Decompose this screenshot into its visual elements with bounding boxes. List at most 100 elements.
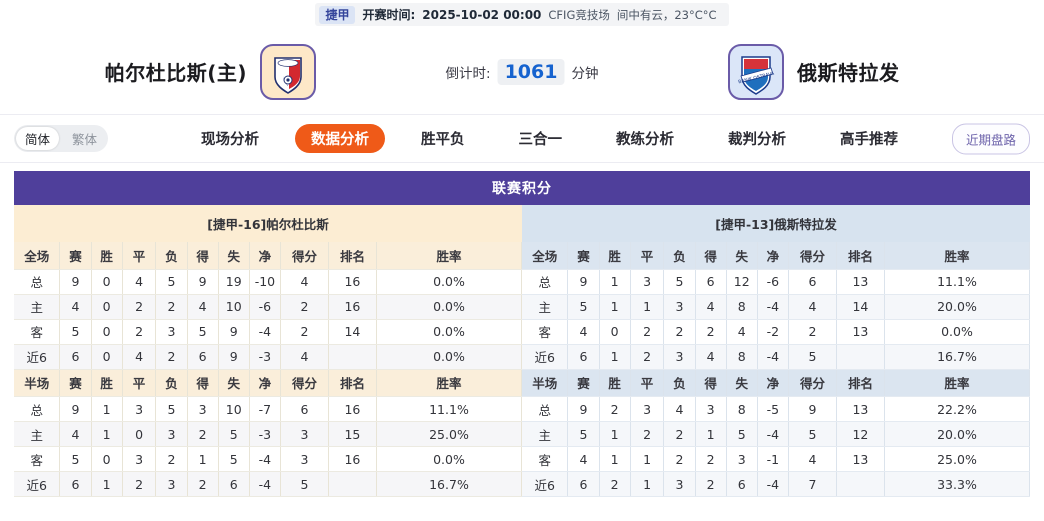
cell-points: 5	[788, 344, 837, 370]
col-points: 得分	[280, 369, 329, 397]
table-row: 近6 6 2 1 3 2 6 -4 7 33.3%	[522, 471, 1031, 497]
cell-ga: 10	[218, 396, 250, 422]
cell-draw: 3	[122, 446, 157, 472]
cell-played: 4	[59, 421, 92, 447]
home-halftime-body: 总 9 1 3 5 3 10 -7 6 16 11.1% 主 4	[14, 396, 523, 497]
home-fulltime-table: 全场 赛 胜 平 负 得 失 净 得分 排名 胜率 总 9 0	[14, 242, 523, 370]
cell-win: 0	[91, 344, 123, 370]
col-played: 赛	[567, 369, 600, 397]
row-label: 客	[14, 319, 61, 345]
cell-gf: 1	[187, 446, 219, 472]
cell-loss: 3	[155, 421, 188, 447]
cell-rank: 14	[836, 294, 885, 320]
col-ga: 失	[726, 369, 758, 397]
row-label: 客	[522, 319, 569, 345]
lang-simplified-option[interactable]: 简体	[16, 127, 60, 150]
ostrava-crest-icon-svg: BANIK OSTRAVA	[738, 55, 776, 95]
home-halftime-header: 半场 赛 胜 平 负 得 失 净 得分 排名 胜率	[14, 369, 523, 397]
table-row: 总 9 1 3 5 6 12 -6 6 13 11.1%	[522, 269, 1031, 295]
analysis-navbar: 简体 繁体 现场分析 数据分析 胜平负 三合一 教练分析 裁判分析 高手推荐 近…	[0, 115, 1044, 163]
weather-info: 间中有云，23°C°C	[616, 7, 717, 22]
language-toggle[interactable]: 简体 繁体	[14, 125, 109, 152]
col-gd: 净	[757, 369, 789, 397]
tab-coach-analysis[interactable]: 教练分析	[616, 132, 675, 148]
cell-played: 6	[59, 471, 92, 497]
table-row: 客 5 0 2 3 5 9 -4 2 14 0.0%	[14, 319, 523, 345]
tab-data-analysis[interactable]: 数据分析	[295, 124, 386, 153]
col-loss: 负	[155, 242, 188, 270]
away-standings-team-label: [捷甲-13]俄斯特拉发	[522, 205, 1030, 242]
col-gf: 得	[187, 242, 219, 270]
cell-winrate: 11.1%	[376, 396, 523, 422]
cell-loss: 3	[663, 344, 696, 370]
cell-draw: 0	[122, 421, 157, 447]
cell-points: 9	[788, 396, 837, 422]
nav-tabs: 现场分析 数据分析 胜平负 三合一 教练分析 裁判分析 高手推荐	[174, 124, 925, 154]
col-loss: 负	[155, 369, 188, 397]
cell-ga: 5	[218, 421, 250, 447]
home-team-block[interactable]: 帕尔杜比斯(主)	[0, 43, 316, 100]
col-gf: 得	[695, 369, 727, 397]
lang-traditional-option[interactable]: 繁体	[72, 132, 98, 147]
cell-gf: 4	[695, 344, 727, 370]
col-scope: 半场	[14, 369, 61, 397]
cell-points: 4	[280, 344, 329, 370]
cell-rank: 16	[328, 446, 377, 472]
recent-odds-button[interactable]: 近期盘路	[951, 123, 1030, 154]
table-header-row: 全场 赛 胜 平 负 得 失 净 得分 排名 胜率	[14, 242, 523, 270]
cell-played: 9	[59, 269, 92, 295]
tab-referee-analysis[interactable]: 裁判分析	[728, 132, 787, 148]
col-ga: 失	[218, 369, 250, 397]
cell-ga: 3	[726, 446, 758, 472]
cell-played: 6	[567, 344, 600, 370]
away-halftime-header: 半场 赛 胜 平 负 得 失 净 得分 排名 胜率	[522, 369, 1031, 397]
away-team-block[interactable]: BANIK OSTRAVA 俄斯特拉发	[728, 43, 1044, 100]
row-label: 近6	[522, 471, 569, 497]
tab-win-draw-loss[interactable]: 胜平负	[421, 132, 465, 148]
cell-loss: 3	[155, 471, 188, 497]
cell-gf: 2	[695, 319, 727, 345]
cell-loss: 2	[663, 319, 696, 345]
cell-rank: 13	[836, 269, 885, 295]
row-label: 近6	[14, 344, 61, 370]
cell-win: 1	[599, 421, 631, 447]
cell-loss: 5	[155, 269, 188, 295]
row-label: 总	[14, 396, 61, 422]
away-halftime-table: 半场 赛 胜 平 负 得 失 净 得分 排名 胜率 总 9 2	[522, 369, 1031, 497]
cell-win: 1	[599, 344, 631, 370]
cell-draw: 2	[122, 319, 157, 345]
cell-loss: 2	[663, 421, 696, 447]
cell-gd: -4	[757, 471, 789, 497]
cell-ga: 8	[726, 396, 758, 422]
match-info-bar: 捷甲 开赛时间: 2025-10-02 00:00 CFIG竞技场 间中有云，2…	[0, 0, 1044, 29]
tab-three-in-one[interactable]: 三合一	[518, 132, 563, 148]
cell-win: 1	[599, 294, 631, 320]
cell-winrate: 16.7%	[884, 344, 1031, 370]
row-label: 主	[522, 294, 569, 320]
cell-gd: -7	[249, 396, 281, 422]
cell-played: 5	[59, 446, 92, 472]
cell-ga: 6	[726, 471, 758, 497]
col-winrate: 胜率	[884, 242, 1031, 270]
col-rank: 排名	[836, 242, 885, 270]
tab-expert-picks[interactable]: 高手推荐	[840, 132, 899, 148]
tab-live-analysis[interactable]: 现场分析	[201, 132, 260, 148]
col-played: 赛	[59, 242, 92, 270]
cell-win: 0	[91, 446, 123, 472]
col-winrate: 胜率	[376, 369, 523, 397]
table-row: 近6 6 1 2 3 2 6 -4 5 16.7%	[14, 471, 523, 497]
col-draw: 平	[630, 242, 665, 270]
cell-points: 6	[280, 396, 329, 422]
cell-draw: 1	[630, 446, 665, 472]
home-standings-team-label: [捷甲-16]帕尔杜比斯	[14, 205, 522, 242]
col-scope: 半场	[522, 369, 569, 397]
cell-draw: 1	[630, 294, 665, 320]
cell-ga: 8	[726, 294, 758, 320]
match-info-pill: 捷甲 开赛时间: 2025-10-02 00:00 CFIG竞技场 间中有云，2…	[315, 3, 729, 26]
cell-rank: 13	[836, 319, 885, 345]
cell-draw: 3	[630, 269, 665, 295]
cell-gf: 2	[187, 421, 219, 447]
col-gf: 得	[187, 369, 219, 397]
col-rank: 排名	[836, 369, 885, 397]
section-title: 联赛积分	[14, 171, 1030, 205]
